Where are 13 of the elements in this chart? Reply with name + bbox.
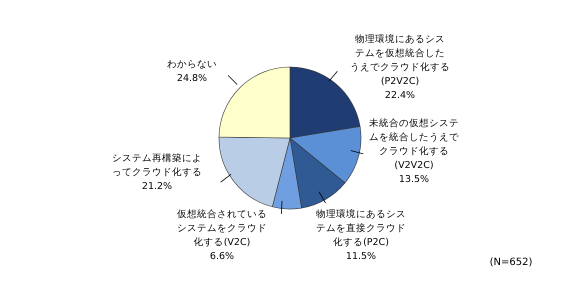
- slice-label: 仮想統合されているシステムをクラウド化する(V2C): [177, 208, 267, 248]
- slice-label: 物理環境にあるシステムを仮想統合したうえでクラウド化する(P2V2C): [350, 33, 450, 87]
- slice-label: 未統合の仮想システムを統合したうえでクラウド化する(V2V2C): [369, 117, 460, 171]
- text: (N=652): [490, 257, 532, 268]
- data-label: 22.4%: [384, 90, 416, 101]
- slice-label: わからない: [167, 59, 217, 70]
- data-label: 21.2%: [142, 181, 172, 192]
- slice-label: システム再構築によってクラウド化する: [112, 152, 202, 178]
- slice-label: 物理環境にあるシステムを直接クラウド化する(P2C): [316, 208, 406, 248]
- data-label: 24.8%: [176, 73, 208, 84]
- data-label: 6.6%: [210, 251, 234, 262]
- data-label: 11.5%: [346, 251, 376, 262]
- data-label: 13.5%: [398, 174, 430, 185]
